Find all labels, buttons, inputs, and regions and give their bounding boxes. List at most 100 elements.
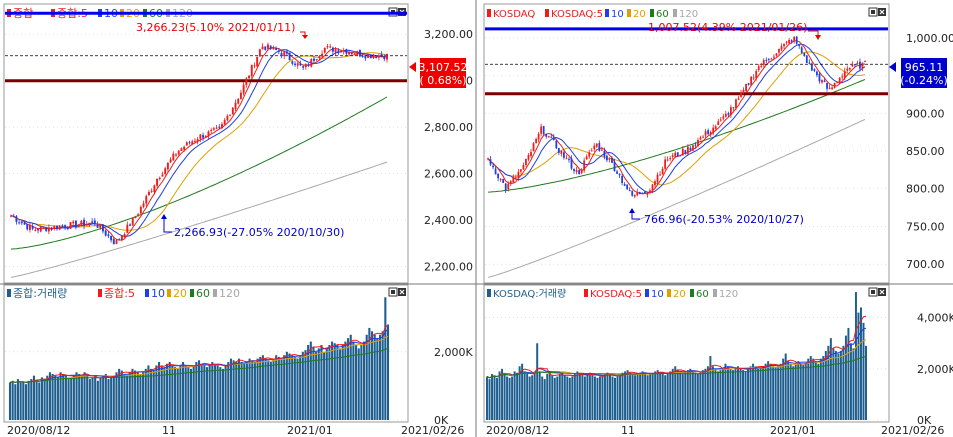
candle-body: [288, 52, 291, 60]
candle-body: [737, 98, 740, 100]
volume-bar: [83, 372, 86, 420]
candle-body: [218, 126, 221, 128]
volume-bar: [240, 362, 243, 420]
candle-body: [85, 223, 88, 226]
volume-bar: [259, 356, 262, 420]
volume-bar: [40, 377, 43, 420]
volume-bar: [320, 344, 323, 420]
high-label: 3,266.23(5.10% 2021/01/11): [136, 21, 295, 34]
candle-body: [277, 50, 280, 52]
candle-body: [296, 63, 299, 66]
candle-body: [798, 44, 801, 46]
candle-body: [699, 137, 702, 140]
candle-body: [42, 227, 45, 229]
candle-body: [153, 185, 156, 193]
candle-body: [795, 36, 798, 44]
volume-bar: [368, 327, 371, 420]
candle-body: [248, 75, 251, 79]
volume-bar: [614, 377, 616, 420]
volume-bar: [844, 335, 847, 420]
volume-bar: [128, 372, 131, 420]
legend-swatch-icon: [167, 289, 171, 297]
volume-bar: [699, 372, 702, 420]
candle-body: [861, 62, 864, 69]
current-price: 3,107.52: [419, 61, 468, 74]
volume-bar: [797, 361, 800, 420]
volume-bar: [859, 307, 862, 420]
candle-body: [294, 63, 296, 65]
maximize-button[interactable]: [868, 7, 878, 17]
candlesticks: [10, 35, 866, 245]
candle-body: [161, 174, 164, 177]
volume-bar: [75, 372, 78, 420]
volume-bar: [759, 367, 762, 420]
candle-body: [757, 66, 760, 70]
volume-bar: [503, 373, 506, 420]
volume-bar: [386, 324, 390, 420]
volume-bar: [176, 368, 179, 420]
x-tick-label: 2021/01: [287, 424, 333, 437]
legend-swatch-icon: [690, 289, 694, 297]
volume-bar: [488, 379, 491, 420]
volume-bar: [304, 350, 307, 420]
current-change: (-0.24%): [900, 74, 948, 87]
candle-body: [643, 191, 646, 194]
legend-swatch-icon: [545, 9, 549, 17]
candle-body: [540, 126, 543, 134]
candle-body: [735, 99, 737, 109]
volume-bar: [221, 368, 225, 420]
candle-body: [598, 143, 601, 151]
candle-body: [542, 126, 545, 135]
candle-body: [646, 192, 649, 195]
volume-bar: [533, 373, 536, 420]
candle-body: [269, 45, 272, 50]
candle-body: [361, 55, 364, 57]
volume-bar: [526, 373, 529, 420]
volume-bar: [556, 376, 559, 420]
candle-body: [299, 63, 302, 66]
volume-bar: [248, 358, 251, 420]
candle-body: [137, 214, 140, 217]
candle-body: [69, 222, 72, 229]
y-tick-label: 1,000.00: [906, 32, 953, 45]
volume-bar: [659, 372, 662, 420]
candle-body: [215, 127, 218, 129]
y-tick-label: 0K: [917, 414, 932, 427]
volume-bar: [812, 358, 815, 420]
maximize-button[interactable]: [388, 287, 398, 297]
volume-bar: [355, 344, 358, 420]
candle-body: [525, 158, 527, 166]
candle-body: [383, 55, 386, 60]
candle-body: [669, 158, 672, 160]
legend-ma120: 120: [679, 9, 698, 20]
arrow-down-icon: [815, 35, 821, 40]
pointer-left-icon: [409, 62, 416, 72]
volume-bar: [115, 372, 118, 420]
candle-body: [212, 128, 215, 130]
close-button[interactable]: [878, 8, 886, 16]
candle-body: [686, 146, 689, 154]
candle-body: [307, 64, 310, 66]
close-button[interactable]: [878, 288, 886, 296]
volume-bar: [679, 372, 682, 420]
volume-bar: [224, 365, 227, 420]
volume-bar: [681, 373, 684, 420]
ma20-line: [10, 52, 388, 231]
candle-body: [745, 83, 747, 91]
volume-bar: [606, 372, 609, 420]
close-button[interactable]: [398, 288, 406, 296]
volume-bar: [857, 312, 860, 420]
volume-bar: [118, 368, 121, 420]
y-tick-label: 4,000K: [917, 312, 953, 325]
candle-body: [836, 82, 839, 84]
maximize-button[interactable]: [868, 287, 878, 297]
volume-bar: [264, 358, 267, 420]
candle-body: [767, 58, 770, 60]
ma10-line: [10, 49, 388, 237]
candle-body: [593, 145, 596, 150]
volume-bar: [267, 360, 270, 420]
volume-bar: [704, 368, 707, 420]
candle-body: [61, 225, 64, 227]
